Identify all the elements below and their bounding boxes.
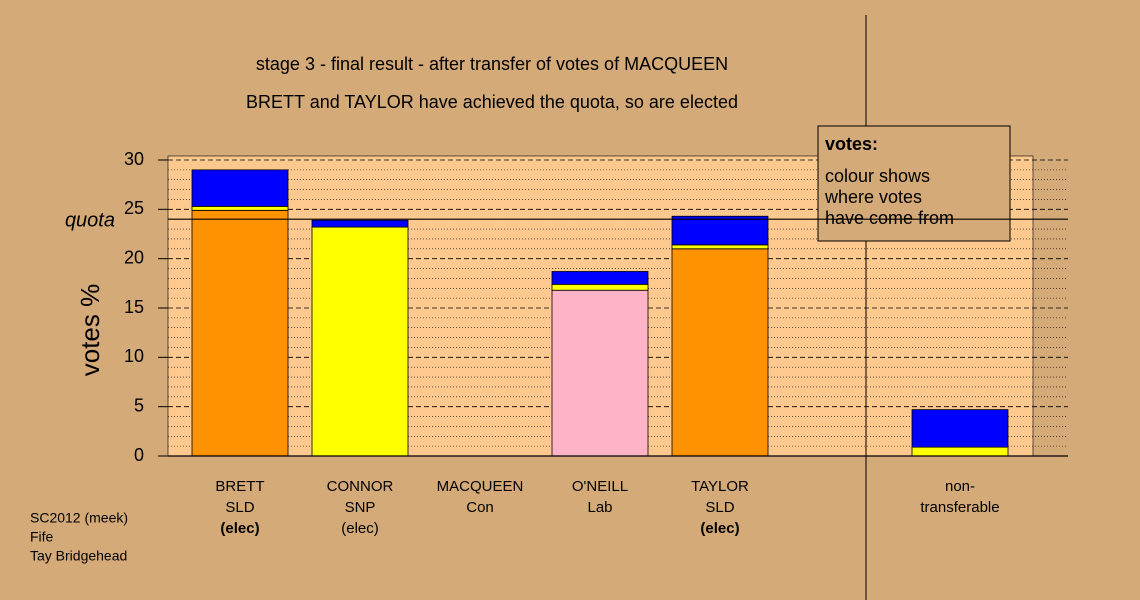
x-tick-label: SNP [345,499,376,516]
x-tick-label: SLD [225,499,254,516]
legend-line: where votes [824,187,922,207]
y-tick-label: 0 [134,445,144,465]
legend-title: votes: [825,134,878,154]
x-tick-label: MACQUEEN [437,478,524,495]
bar-segment [191,169,289,207]
bar-segment [671,244,769,250]
footer: SC2012 (meek) [30,510,128,526]
bar-segment [551,289,649,457]
chart-subtitle: BRETT and TAYLOR have achieved the quota… [246,92,738,112]
bar-segment [191,209,289,457]
bar-segment [551,271,649,285]
y-tick-label: 25 [124,198,144,218]
x-tick-label: Con [466,499,494,516]
legend-line: have come from [825,208,954,228]
legend-box [817,125,1011,242]
x-tick-label: (elec) [220,520,259,537]
legend-line: colour shows [825,166,930,186]
x-tick-label: non- [945,478,975,495]
bar-segment [311,226,409,457]
y-axis-label: votes % [75,284,105,377]
x-tick-label: SLD [705,499,734,516]
bar-segment [311,219,409,228]
x-tick-label: Lab [587,499,612,516]
bar-segment [911,409,1009,448]
bar-segment [551,283,649,291]
x-tick-label: CONNOR [327,478,394,495]
footer: Fife [30,529,54,545]
x-tick-label: BRETT [215,478,264,495]
bar-segment [191,205,289,211]
legend: votes: colour shows where votes have com… [817,125,1011,242]
chart-title: stage 3 - final result - after transfer … [256,54,728,74]
x-tick-label: transferable [920,499,999,516]
x-tick-label: (elec) [341,520,379,537]
bar-segment [671,215,769,246]
y-tick-label: 30 [124,149,144,169]
x-tick-label: TAYLOR [691,478,749,495]
bars [191,169,1009,457]
x-tick-label: (elec) [700,520,739,537]
footer: Tay Bridgehead [30,548,127,564]
y-tick-label: 20 [124,247,144,267]
x-tick-label: O'NEILL [572,478,628,495]
y-tick-label: 10 [124,346,144,366]
bar-segment [911,446,1009,457]
y-tick-label: 5 [134,395,144,415]
quota-label: quota [65,209,115,231]
bar-segment [671,248,769,457]
y-tick-label: 15 [124,297,144,317]
